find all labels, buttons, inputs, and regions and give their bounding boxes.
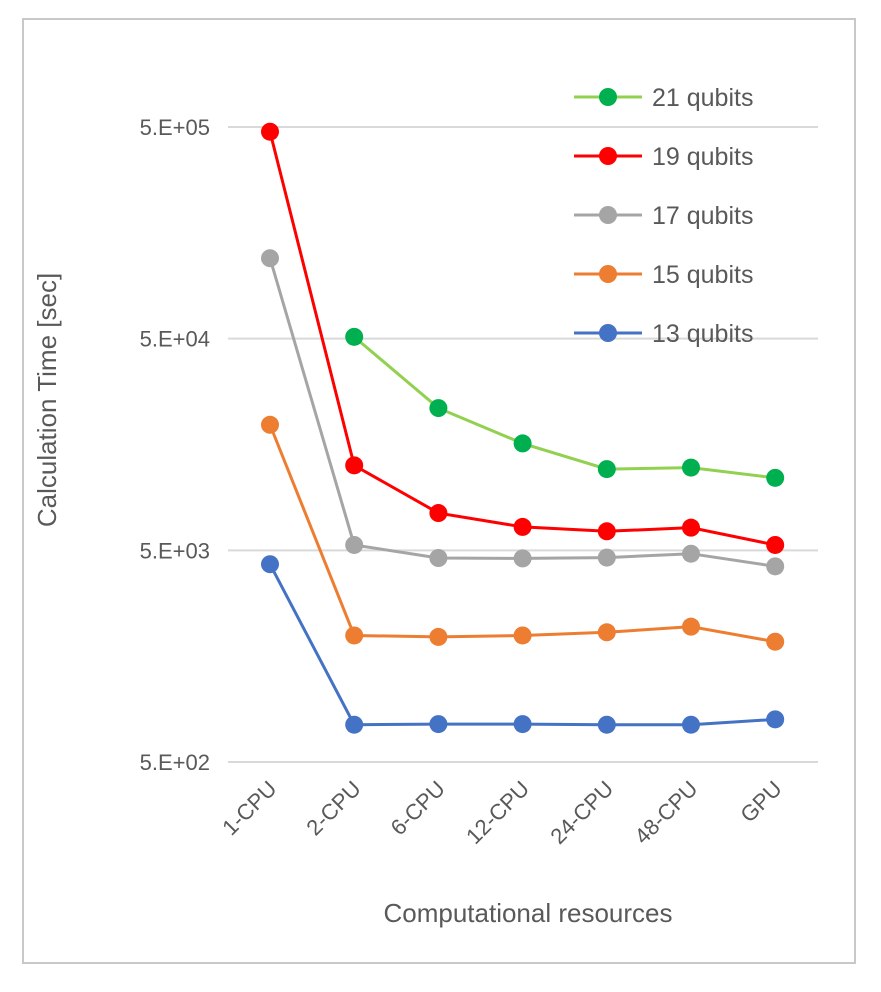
data-point — [766, 468, 785, 487]
legend-label: 13 qubits — [652, 320, 753, 348]
data-point — [513, 715, 532, 734]
data-point — [345, 626, 364, 645]
legend-label: 15 qubits — [652, 261, 753, 289]
data-point — [345, 456, 364, 475]
legend-marker — [599, 324, 617, 342]
legend-item: 15 qubits — [574, 261, 753, 289]
data-point — [597, 548, 616, 567]
legend-item: 17 qubits — [574, 202, 753, 230]
data-point — [597, 715, 616, 734]
data-point — [682, 544, 700, 563]
data-point — [345, 715, 364, 734]
series-13-qubits — [261, 555, 785, 734]
x-tick-label: 48-CPU — [630, 776, 703, 849]
series-15-qubits — [261, 415, 785, 651]
data-point — [345, 327, 364, 346]
data-point — [429, 548, 448, 567]
data-point — [766, 535, 785, 554]
legend-item: 13 qubits — [574, 320, 753, 348]
legend-label: 17 qubits — [652, 202, 753, 230]
legend-label: 19 qubits — [652, 143, 753, 171]
x-axis-title: Computational resources — [383, 898, 672, 928]
data-point — [261, 415, 279, 434]
x-tick-label: 12-CPU — [461, 776, 534, 849]
data-point — [345, 535, 364, 554]
x-tick-label: 24-CPU — [545, 776, 618, 849]
legend-item: 21 qubits — [574, 84, 753, 112]
x-tick-label: 6-CPU — [386, 776, 450, 840]
series-17-qubits — [261, 249, 785, 576]
legend-marker — [599, 265, 617, 283]
series-line — [353, 335, 776, 480]
series-21-qubits — [345, 327, 785, 487]
legend: 21 qubits 19 qubits 17 qubits 15 qubits 13 q… — [574, 84, 753, 348]
data-point — [597, 623, 616, 642]
data-point — [513, 434, 532, 453]
y-axis-title: Calculation Time [sec] — [32, 273, 62, 527]
data-point — [513, 626, 532, 645]
legend-marker — [599, 147, 617, 165]
chart-frame — [22, 18, 856, 964]
data-point — [429, 627, 448, 646]
data-point — [429, 399, 448, 418]
y-tick-label: 5.E+03 — [140, 538, 210, 563]
series-lines — [261, 122, 785, 734]
data-point — [429, 715, 448, 734]
data-point — [766, 710, 785, 729]
y-tick-label: 5.E+02 — [140, 750, 210, 775]
legend-marker — [599, 88, 617, 106]
x-tick-label: GPU — [735, 776, 786, 827]
legend-label: 21 qubits — [652, 84, 753, 112]
x-tick-label: 1-CPU — [217, 776, 281, 840]
data-point — [682, 518, 700, 537]
legend-marker — [599, 206, 617, 224]
data-point — [261, 249, 279, 268]
data-point — [513, 517, 532, 536]
x-axis-ticks: 1-CPU 2-CPU 6-CPU 12-CPU 24-CPU 48-CPU GPU — [217, 776, 787, 849]
data-point — [682, 458, 700, 477]
y-axis-ticks: 5.E+02 5.E+03 5.E+04 5.E+05 — [140, 115, 210, 775]
data-point — [682, 715, 700, 734]
data-point — [597, 522, 616, 541]
data-point — [513, 549, 532, 568]
data-point — [682, 617, 700, 636]
data-point — [261, 122, 279, 141]
data-point — [261, 555, 279, 574]
y-tick-label: 5.E+05 — [140, 115, 210, 140]
legend-item: 19 qubits — [574, 143, 753, 171]
data-point — [766, 632, 785, 651]
series-19-qubits — [261, 122, 785, 554]
y-tick-label: 5.E+04 — [140, 327, 210, 352]
data-point — [597, 460, 616, 479]
data-point — [766, 557, 785, 576]
x-tick-label: 2-CPU — [301, 776, 365, 840]
data-point — [429, 504, 448, 523]
